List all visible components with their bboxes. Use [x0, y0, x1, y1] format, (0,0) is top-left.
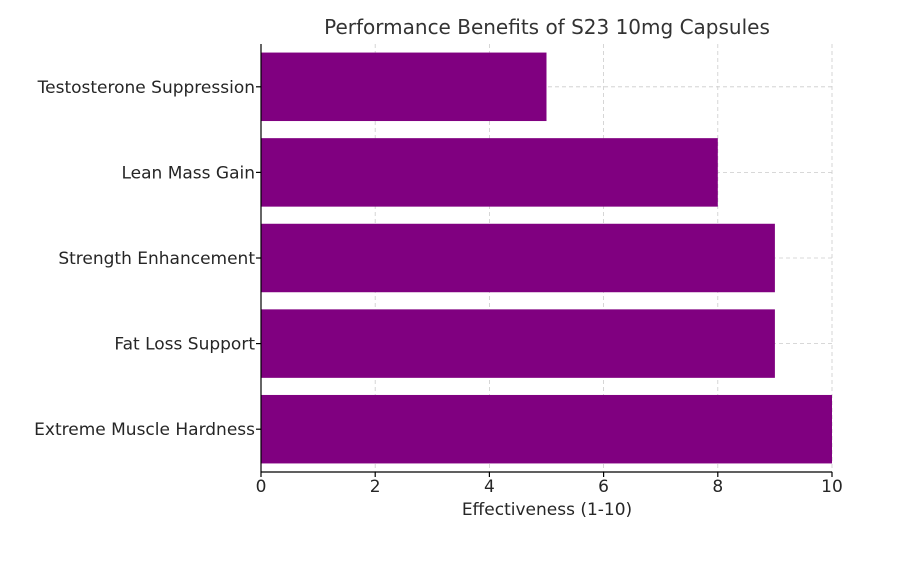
x-tick-label: 8: [712, 477, 723, 497]
bar: [261, 309, 775, 378]
axis-layer: Testosterone Suppression Lean Mass Gain St…: [34, 44, 843, 497]
x-tick-label: 4: [484, 477, 495, 497]
category-label: Strength Enhancement: [58, 249, 255, 269]
bar: [261, 394, 832, 464]
category-label: Extreme Muscle Hardness: [34, 420, 255, 440]
bar: [261, 138, 718, 207]
chart-title: Performance Benefits of S23 10mg Capsule…: [324, 15, 770, 39]
bar: [261, 52, 547, 122]
category-label: Testosterone Suppression: [37, 78, 255, 98]
category-label: Lean Mass Gain: [121, 163, 255, 183]
bar: [261, 223, 775, 293]
x-tick-label: 0: [256, 477, 267, 497]
bar-layer: [261, 52, 832, 464]
x-tick-label: 10: [821, 477, 843, 497]
x-axis-label: Effectiveness (1-10): [462, 500, 632, 520]
x-tick-label: 6: [598, 477, 609, 497]
category-label: Fat Loss Support: [114, 335, 255, 355]
x-tick-label: 2: [370, 477, 381, 497]
